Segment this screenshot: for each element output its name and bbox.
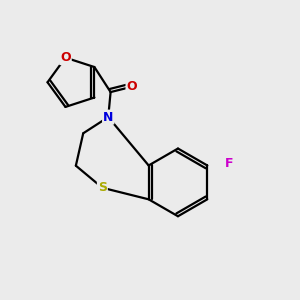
Text: S: S bbox=[98, 181, 107, 194]
Text: O: O bbox=[127, 80, 137, 93]
Text: F: F bbox=[225, 158, 234, 170]
Text: O: O bbox=[60, 51, 71, 64]
Text: N: N bbox=[103, 111, 113, 124]
